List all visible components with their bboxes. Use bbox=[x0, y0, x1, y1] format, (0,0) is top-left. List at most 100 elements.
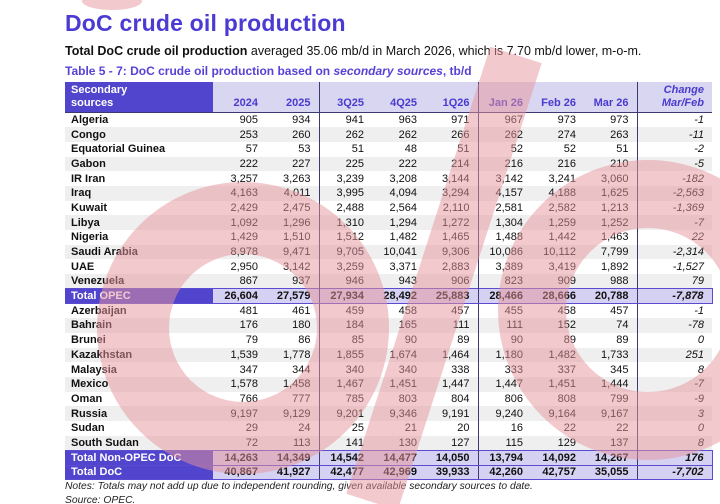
value-cell: 2,950 bbox=[213, 259, 266, 275]
change-cell: 79 bbox=[637, 274, 712, 289]
change-label-line1: Change bbox=[663, 84, 704, 96]
value-cell: 20 bbox=[425, 420, 479, 436]
value-cell: 4,011 bbox=[266, 185, 320, 201]
secondary-label-line1: Secondary bbox=[71, 84, 128, 96]
value-cell: 176 bbox=[213, 318, 266, 333]
row-label: Equatorial Guinea bbox=[65, 141, 213, 157]
value-cell: 21 bbox=[372, 420, 425, 436]
value-cell: 22 bbox=[531, 420, 584, 436]
total-row: Total DoC 40,867 41,927 42,477 42,969 39,933 4… bbox=[65, 464, 713, 481]
value-cell: 1,451 bbox=[372, 376, 425, 392]
value-cell: 2,883 bbox=[425, 259, 479, 275]
column-header-1q26: 1Q26 bbox=[425, 82, 479, 113]
table-caption: Table 5 - 7: DoC crude oil production ba… bbox=[65, 64, 472, 78]
value-cell: 222 bbox=[372, 156, 425, 172]
value-cell: 1,539 bbox=[213, 347, 266, 363]
row-label: South Sudan bbox=[65, 435, 213, 451]
change-cell: -1,369 bbox=[637, 200, 712, 216]
total-row: Total OPEC 26,604 27,579 27,934 28,492 25,883… bbox=[65, 288, 713, 304]
value-cell: 3,142 bbox=[478, 171, 531, 186]
value-cell: 115 bbox=[478, 435, 531, 451]
value-cell: 823 bbox=[478, 274, 531, 289]
value-cell: 777 bbox=[266, 391, 320, 407]
row-label: Algeria bbox=[65, 112, 213, 128]
value-cell: 72 bbox=[213, 435, 266, 451]
change-cell: -7 bbox=[637, 376, 712, 392]
value-cell: 340 bbox=[319, 362, 372, 377]
value-cell: 262 bbox=[372, 127, 425, 142]
value-cell: 1,733 bbox=[584, 347, 638, 363]
value-cell: 210 bbox=[584, 156, 638, 172]
value-cell: 51 bbox=[425, 141, 479, 157]
row-label: Sudan bbox=[65, 420, 213, 436]
value-cell: 3,060 bbox=[584, 171, 638, 186]
value-cell: 1,180 bbox=[478, 347, 531, 363]
row-label: Kazakhstan bbox=[65, 347, 213, 363]
value-cell: 1,447 bbox=[425, 376, 479, 392]
value-cell: 14,263 bbox=[213, 449, 266, 466]
value-cell: 225 bbox=[319, 156, 372, 172]
row-label: Malaysia bbox=[65, 362, 213, 377]
column-header-secondary-sources: Secondary sources bbox=[65, 82, 213, 113]
table-row: South Sudan 72 113 141 130 127 115 129 137 8 bbox=[65, 435, 712, 451]
value-cell: 1,252 bbox=[584, 215, 638, 230]
value-cell: 3,239 bbox=[319, 171, 372, 186]
change-cell: -78 bbox=[637, 318, 712, 333]
value-cell: 906 bbox=[425, 274, 479, 289]
value-cell: 1,458 bbox=[266, 376, 320, 392]
table-row: Russia 9,197 9,129 9,201 9,346 9,191 9,240 9,16… bbox=[65, 406, 712, 421]
value-cell: 28,492 bbox=[372, 288, 425, 304]
value-cell: 14,267 bbox=[584, 449, 638, 466]
value-cell: 40,867 bbox=[213, 464, 266, 481]
caption-prefix: Table 5 - 7: DoC crude oil production ba… bbox=[65, 64, 334, 78]
value-cell: 1,512 bbox=[319, 230, 372, 245]
caption-suffix: , tb/d bbox=[442, 64, 472, 78]
table-row: Gabon 222 227 225 222 214 216 216 210 -5 bbox=[65, 156, 712, 172]
value-cell: 25 bbox=[319, 420, 372, 436]
value-cell: 1,442 bbox=[531, 230, 584, 245]
value-cell: 39,933 bbox=[425, 464, 479, 481]
value-cell: 1,464 bbox=[425, 347, 479, 363]
value-cell: 29 bbox=[213, 420, 266, 436]
value-cell: 457 bbox=[425, 303, 479, 319]
value-cell: 2,581 bbox=[478, 200, 531, 216]
value-cell: 3,259 bbox=[319, 259, 372, 275]
value-cell: 1,304 bbox=[478, 215, 531, 230]
total-row: Total Non-OPEC DoC 14,263 14,349 14,542 14,4… bbox=[65, 449, 713, 466]
value-cell: 347 bbox=[213, 362, 266, 377]
caption-emphasis: secondary sources bbox=[333, 64, 443, 78]
change-cell: -1 bbox=[637, 112, 712, 128]
value-cell: 333 bbox=[478, 362, 531, 377]
table-row: Congo 253 260 262 262 266 262 274 263 -11 bbox=[65, 127, 712, 142]
value-cell: 2,564 bbox=[372, 200, 425, 216]
value-cell: 1,578 bbox=[213, 376, 266, 392]
column-header-mar-26: Mar 26 bbox=[584, 82, 638, 113]
value-cell: 345 bbox=[584, 362, 638, 377]
column-header-feb-26: Feb 26 bbox=[531, 82, 584, 113]
row-label: Nigeria bbox=[65, 230, 213, 245]
table-row: Kuwait 2,429 2,475 2,488 2,564 2,110 2,581 2,58… bbox=[65, 200, 712, 216]
value-cell: 3,419 bbox=[531, 259, 584, 275]
value-cell: 4,163 bbox=[213, 185, 266, 201]
value-cell: 152 bbox=[531, 318, 584, 333]
table-row: Equatorial Guinea 57 53 51 48 51 52 52 51 -2 bbox=[65, 141, 712, 157]
column-header-2024: 2024 bbox=[213, 82, 266, 113]
value-cell: 1,892 bbox=[584, 259, 638, 275]
value-cell: 10,041 bbox=[372, 244, 425, 260]
value-cell: 14,349 bbox=[266, 449, 320, 466]
value-cell: 2,582 bbox=[531, 200, 584, 216]
row-label: Total DoC bbox=[65, 464, 213, 481]
value-cell: 263 bbox=[584, 127, 638, 142]
value-cell: 9,129 bbox=[266, 406, 320, 421]
value-cell: 9,201 bbox=[319, 406, 372, 421]
value-cell: 111 bbox=[478, 318, 531, 333]
value-cell: 90 bbox=[478, 332, 531, 348]
value-cell: 28,666 bbox=[531, 288, 584, 304]
value-cell: 946 bbox=[319, 274, 372, 289]
value-cell: 27,934 bbox=[319, 288, 372, 304]
value-cell: 262 bbox=[478, 127, 531, 142]
value-cell: 1,625 bbox=[584, 185, 638, 201]
row-label: Venezuela bbox=[65, 274, 213, 289]
table-row: Saudi Arabia 8,978 9,471 9,705 10,041 9,306 10… bbox=[65, 244, 712, 260]
value-cell: 1,272 bbox=[425, 215, 479, 230]
